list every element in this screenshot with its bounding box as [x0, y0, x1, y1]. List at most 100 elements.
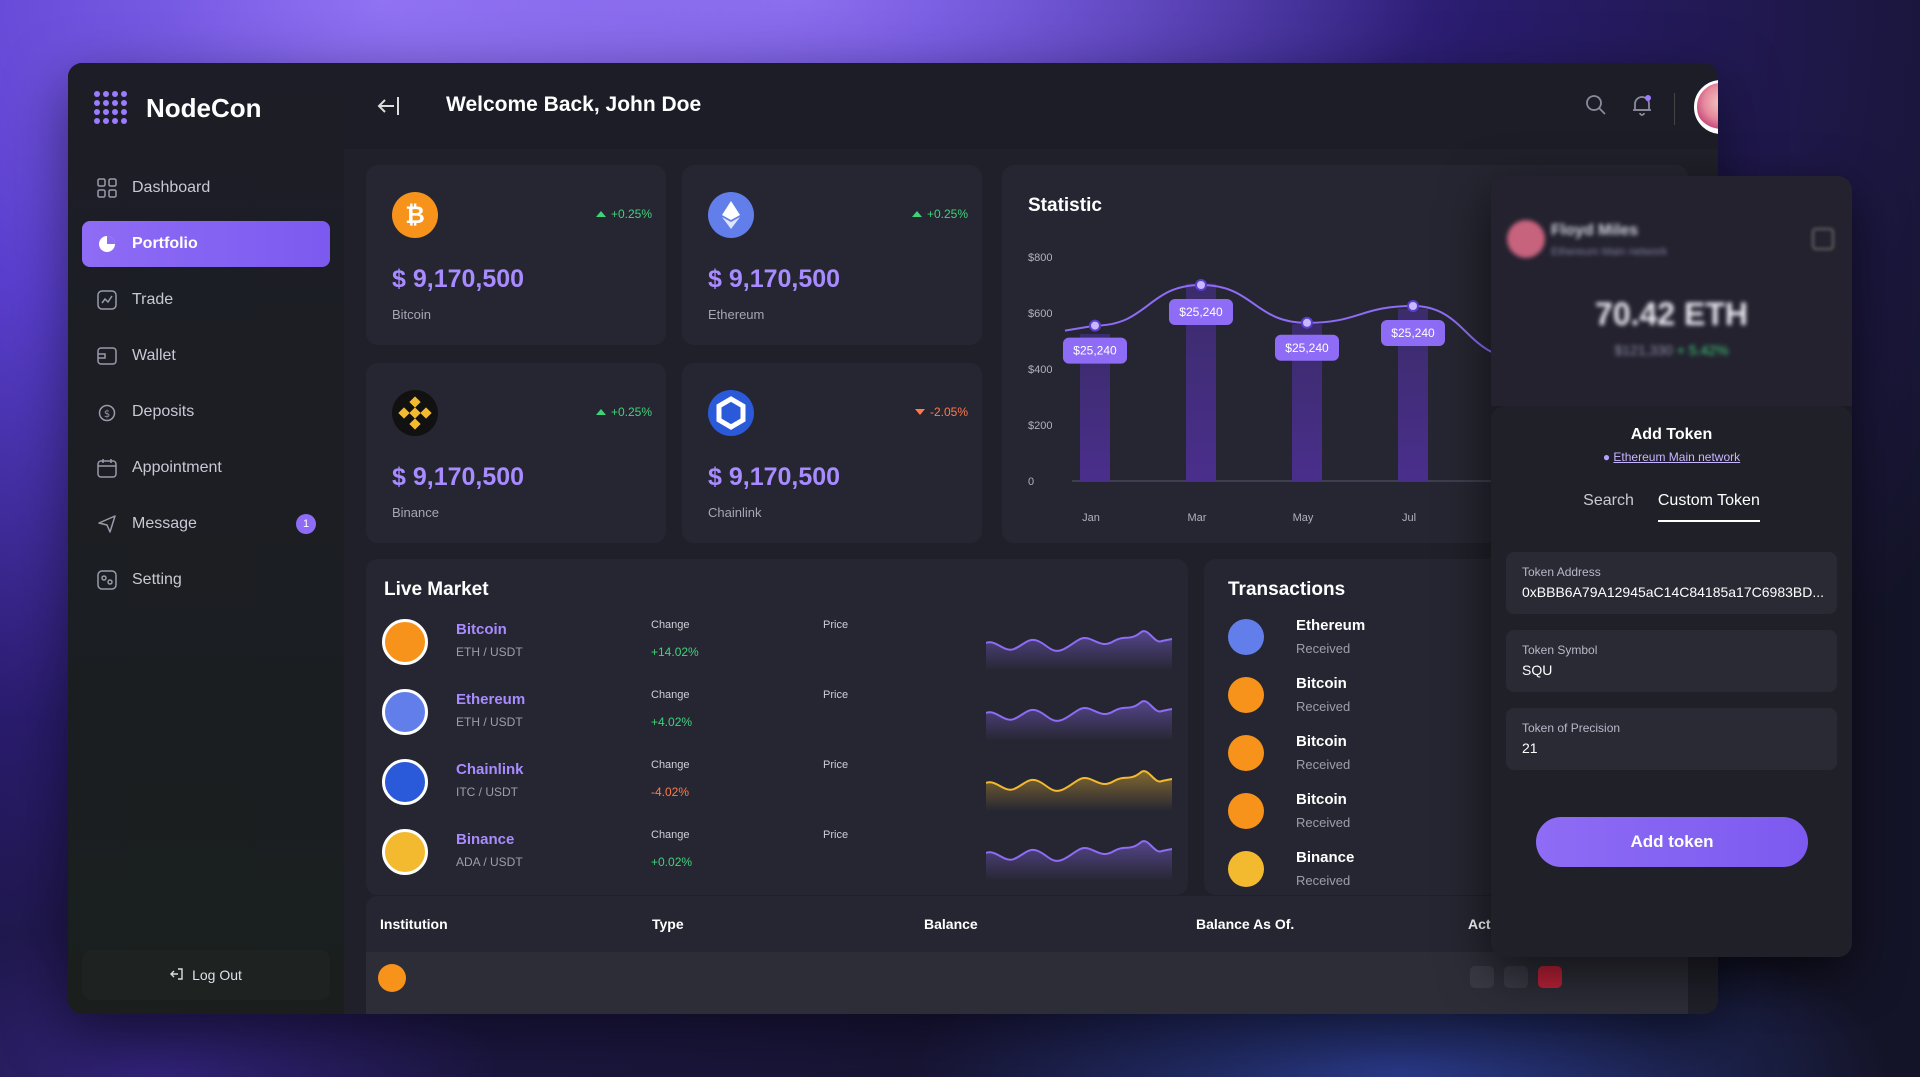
logout-button[interactable]: Log Out [82, 950, 330, 1000]
market-coin-name[interactable]: Ethereum [456, 691, 526, 708]
eth-balance: 70.42 ETH [1595, 296, 1748, 332]
sidebar-item-portfolio[interactable]: Portfolio [82, 221, 330, 267]
coin-name: Ethereum [708, 307, 765, 322]
arrow-up-icon [595, 409, 606, 415]
wallet-user-name[interactable]: Floyd Miles [1551, 222, 1639, 239]
sidebar-item-label: Trade [132, 291, 174, 308]
list-item[interactable]: Chainlink ITC / USDT Change -4.02% Price [366, 747, 1186, 817]
chainlink-icon [382, 759, 428, 805]
user-avatar[interactable] [1694, 80, 1718, 134]
notification-bell-icon[interactable] [1630, 93, 1654, 122]
x-tick-label: Jan [1082, 512, 1100, 524]
token-precision-field[interactable]: Token of Precision 21 [1506, 708, 1837, 770]
column-header[interactable]: Institution [380, 916, 448, 932]
collapse-sidebar-icon[interactable] [376, 93, 402, 119]
bitcoin-icon [1228, 793, 1264, 829]
logout-label: Log Out [192, 967, 242, 983]
sidebar-item-label: Portfolio [132, 235, 198, 252]
send-icon [96, 513, 118, 535]
column-header[interactable]: Balance As Of. [1196, 916, 1295, 932]
sidebar-item-message[interactable]: Message 1 [82, 501, 330, 547]
data-label: $25,240 [1381, 320, 1445, 346]
tab-custom-token[interactable]: Custom Token [1657, 492, 1760, 522]
sidebar-item-label: Deposits [132, 403, 195, 420]
data-point[interactable] [1195, 279, 1207, 291]
sidebar-item-setting[interactable]: Setting [82, 557, 330, 603]
coin-name: Bitcoin [392, 307, 432, 322]
svg-text:$: $ [104, 409, 110, 420]
market-coin-name[interactable]: Chainlink [456, 761, 524, 778]
transaction-status: Received [1296, 757, 1351, 772]
data-point[interactable] [1089, 319, 1101, 332]
transaction-coin-name: Bitcoin [1296, 791, 1347, 808]
coin-card-binance[interactable]: +0.25% $ 9,170,500 Binance [366, 363, 666, 543]
token-symbol-field[interactable]: Token Symbol SQU [1506, 630, 1837, 692]
y-tick-label: $400 [1028, 364, 1052, 376]
change-badge: +0.25% [595, 207, 652, 221]
ethereum-icon [708, 192, 754, 238]
list-item[interactable]: Bitcoin Received [1204, 785, 1504, 843]
list-item[interactable]: Bitcoin Received [1204, 727, 1504, 785]
brand-name: NodeCon [146, 92, 262, 123]
list-item[interactable]: Binance ADA / USDT Change +0.02% Price [366, 817, 1186, 887]
price-label: Price [823, 619, 849, 631]
data-point[interactable] [1407, 300, 1419, 312]
add-token-button[interactable]: Add token [1536, 817, 1808, 867]
live-market-card: Live Market Bitcoin ETH / USDT Change +14.0… [366, 559, 1188, 895]
sidebar-item-trade[interactable]: Trade [82, 277, 330, 323]
transaction-coin-name: Bitcoin [1296, 733, 1347, 750]
list-item[interactable]: Binance Received [1204, 843, 1504, 901]
table-row[interactable] [366, 952, 1688, 1014]
field-value[interactable]: SQU [1522, 662, 1553, 678]
sidebar-item-deposits[interactable]: $ Deposits [82, 389, 330, 435]
tab-search[interactable]: Search [1583, 492, 1634, 509]
sidebar-item-dashboard[interactable]: Dashboard [82, 165, 330, 211]
change-badge: -2.05% [914, 405, 968, 419]
institution-table-header: Institution Type Balance Balance As Of. … [366, 896, 1688, 956]
statistic-chart: $800 $600 $400 $200 0 $25,240 $25,240 $25,240 $2… [1028, 252, 1688, 524]
svg-text:$25,240: $25,240 [1179, 305, 1223, 319]
change-value: +0.02% [651, 855, 693, 869]
coin-value: $ 9,170,500 [708, 265, 841, 293]
list-item[interactable]: Bitcoin ETH / USDT Change +14.02% Price [366, 607, 1186, 677]
market-coin-name[interactable]: Bitcoin [456, 621, 507, 638]
coin-card-chainlink[interactable]: -2.05% $ 9,170,500 Chainlink [682, 363, 982, 543]
sidebar-item-appointment[interactable]: Appointment [82, 445, 330, 491]
transaction-status: Received [1296, 699, 1351, 714]
usd-balance-line: $121,330 + 5.42% [1614, 342, 1729, 358]
expand-icon[interactable] [1812, 228, 1834, 250]
change-label: Change [651, 759, 690, 771]
field-label: Token Address [1522, 565, 1601, 579]
column-header[interactable]: Balance [924, 916, 978, 932]
trend-icon [96, 289, 118, 311]
sparkline-chart [986, 630, 1172, 671]
wallet-icon [96, 345, 118, 367]
brand[interactable]: NodeCon [94, 91, 262, 125]
link-icon[interactable] [1504, 966, 1528, 988]
view-icon[interactable] [1470, 966, 1494, 988]
field-value[interactable]: 0xBBB6A79A12945aC14C84185a17C6983BD... [1522, 584, 1825, 600]
field-value[interactable]: 21 [1522, 740, 1538, 756]
delete-icon[interactable] [1538, 966, 1562, 988]
transactions-card: Transactions Ethereum Received Bitcoin Rece… [1204, 559, 1504, 895]
svg-text:$25,240: $25,240 [1285, 341, 1329, 355]
list-item[interactable]: Bitcoin Received [1204, 669, 1504, 727]
list-item[interactable]: Ethereum ETH / USDT Change +4.02% Price [366, 677, 1186, 747]
search-icon[interactable] [1584, 93, 1608, 122]
column-header[interactable]: Type [652, 916, 684, 932]
market-coin-name[interactable]: Binance [456, 831, 515, 848]
token-address-field[interactable]: Token Address 0xBBB6A79A12945aC14C84185a… [1506, 552, 1837, 614]
change-value: -4.02% [651, 785, 690, 799]
change-label: Change [651, 829, 690, 841]
coin-card-bitcoin[interactable]: ₿ +0.25% $ 9,170,500 Bitcoin [366, 165, 666, 345]
data-point[interactable] [1301, 316, 1313, 329]
sidebar-item-label: Appointment [132, 459, 222, 476]
bitcoin-icon [378, 964, 406, 992]
add-token-network[interactable]: ● Ethereum Main network [1602, 450, 1741, 464]
coin-card-ethereum[interactable]: +0.25% $ 9,170,500 Ethereum [682, 165, 982, 345]
sidebar-item-wallet[interactable]: Wallet [82, 333, 330, 379]
market-pair: ITC / USDT [456, 785, 518, 799]
y-tick-label: $200 [1028, 420, 1052, 432]
list-item[interactable]: Ethereum Received [1204, 611, 1504, 669]
wallet-user-avatar[interactable] [1507, 220, 1545, 258]
